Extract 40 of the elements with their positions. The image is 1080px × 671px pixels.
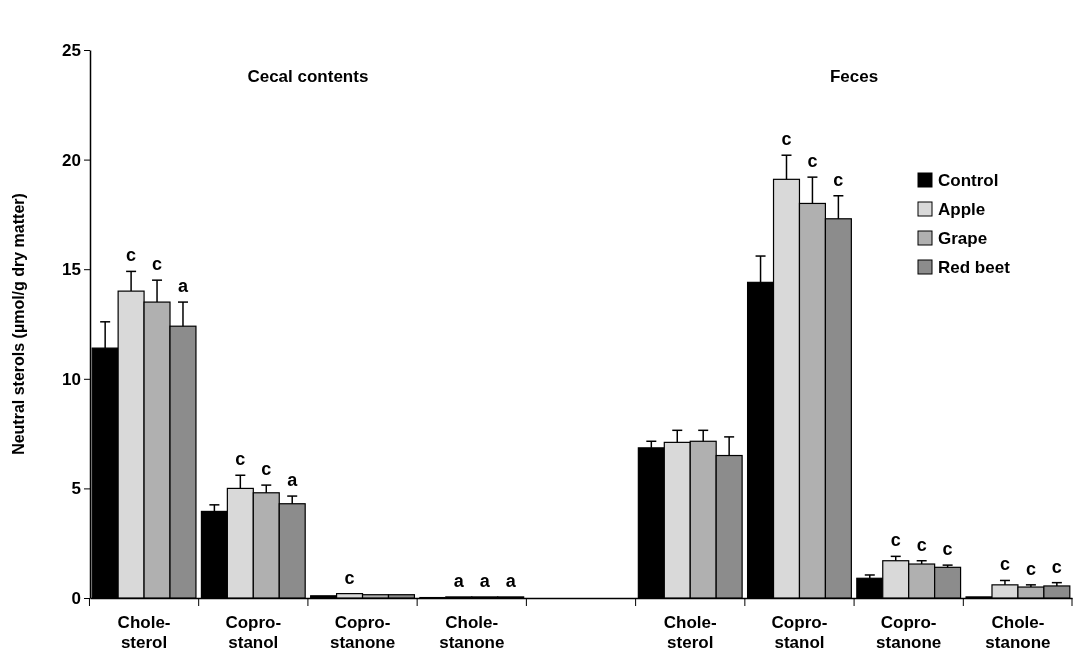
data-label: c — [807, 151, 818, 172]
y-tick-label: 15 — [62, 260, 81, 280]
x-tick-label: Chole- sterol — [663, 613, 717, 652]
legend-label: Apple — [938, 200, 986, 219]
annotation: Feces — [829, 67, 879, 86]
x-tick-label: Chole- stanone — [439, 613, 505, 652]
data-label: c — [235, 449, 246, 470]
x-tick-label: Chole- stanone — [985, 613, 1051, 652]
data-label: c — [344, 567, 355, 588]
y-tick-label: 10 — [62, 369, 81, 389]
data-label: c — [1025, 558, 1036, 579]
data-label: c — [261, 459, 272, 480]
y-tick-label: 5 — [71, 479, 81, 499]
data-label: c — [833, 169, 844, 190]
data-label: a — [453, 570, 465, 591]
data-label: c — [781, 129, 792, 150]
annotation: Cecal contents — [247, 67, 369, 86]
x-tick-label: Copro- stanone — [876, 613, 942, 652]
data-label: c — [916, 534, 927, 555]
x-tick-label: Copro- stanol — [225, 613, 282, 652]
data-label: a — [505, 570, 517, 591]
data-label: c — [942, 539, 953, 560]
data-label: c — [890, 530, 901, 551]
data-label: a — [177, 276, 189, 297]
x-tick-label: Copro- stanol — [771, 613, 828, 652]
y-tick-label: 20 — [62, 150, 81, 170]
data-label: a — [287, 470, 299, 491]
legend-label: Control — [938, 171, 999, 190]
x-tick-label: Chole- sterol — [117, 613, 171, 652]
y-axis-title: Neutral sterols (µmol/g dry matter) — [10, 193, 27, 455]
data-label: c — [152, 254, 163, 275]
legend-label: Grape — [938, 229, 988, 248]
y-tick-label: 25 — [62, 40, 81, 60]
x-tick-label: Copro- stanone — [329, 613, 396, 652]
legend-label: Red beet — [938, 258, 1011, 277]
data-label: a — [479, 570, 491, 591]
y-tick-label: 0 — [71, 588, 81, 608]
data-label: c — [999, 554, 1010, 575]
data-label: c — [126, 245, 137, 266]
data-label: c — [1051, 556, 1062, 577]
